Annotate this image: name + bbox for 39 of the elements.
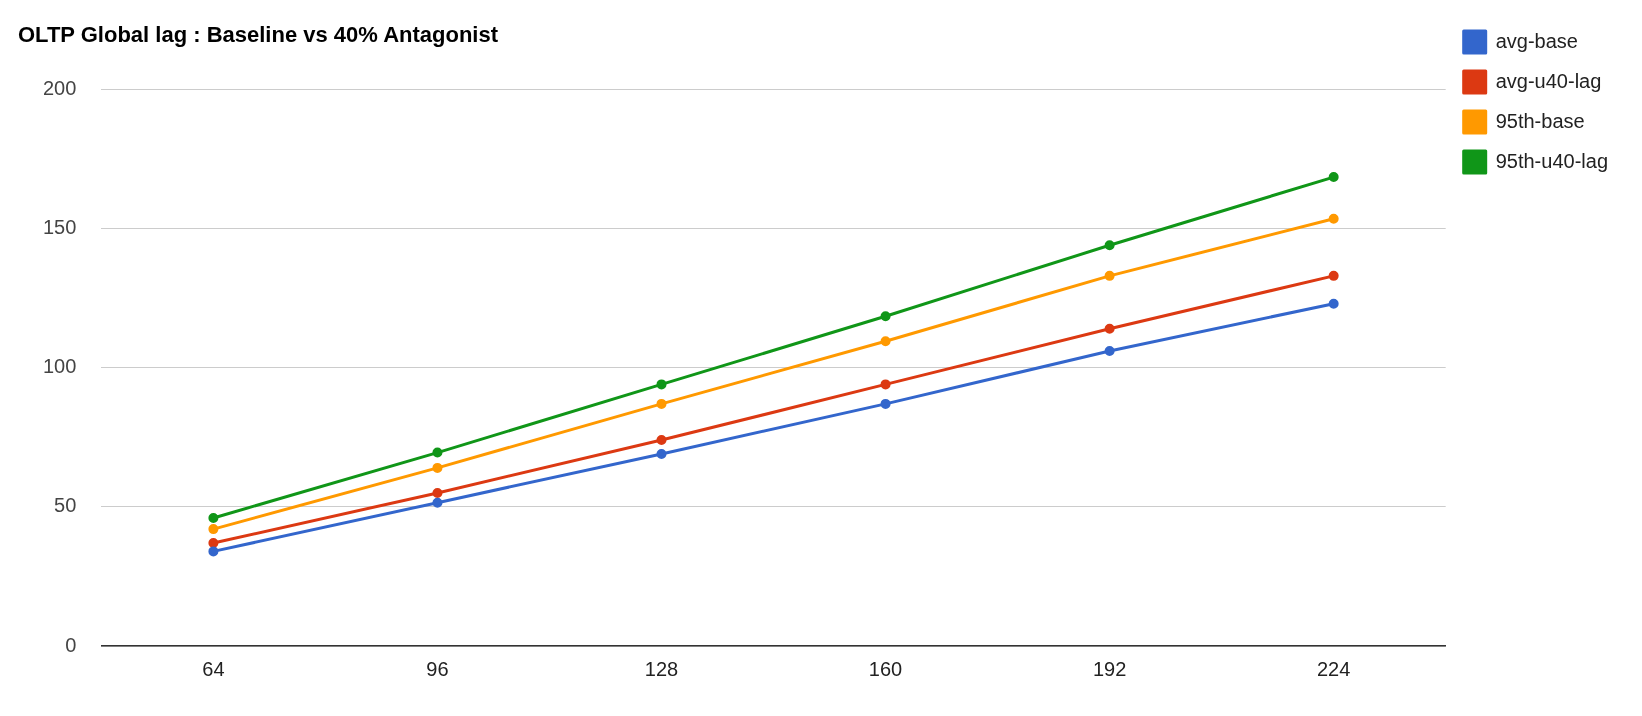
point — [1328, 213, 1339, 224]
point — [208, 524, 219, 535]
point — [656, 448, 667, 459]
point — [1104, 270, 1115, 281]
point — [656, 435, 667, 446]
point — [1328, 298, 1339, 309]
x-tick-label: 64 — [202, 657, 225, 680]
point — [432, 447, 443, 458]
x-tick-label: 192 — [1092, 657, 1127, 680]
x-tick-label: 224 — [1316, 657, 1351, 680]
point — [1328, 172, 1339, 183]
point — [880, 379, 891, 390]
x-tick-label: 128 — [644, 657, 679, 680]
point — [1328, 270, 1339, 281]
y-tick-label: 150 — [42, 216, 77, 239]
point — [208, 512, 219, 523]
y-tick-label: 200 — [42, 76, 77, 99]
legend-label: avg-base — [1495, 29, 1578, 52]
x-tick-label: 96 — [426, 657, 449, 680]
point — [432, 487, 443, 498]
point — [1104, 346, 1115, 356]
y-tick-label: 0 — [65, 633, 77, 656]
y-tick-label: 50 — [54, 494, 77, 517]
point — [880, 311, 891, 322]
point — [432, 497, 443, 508]
point — [880, 336, 891, 347]
x-tick-label: 160 — [868, 657, 903, 680]
point — [880, 398, 891, 409]
legend-label: avg-u40-lag — [1495, 69, 1602, 92]
point — [1104, 323, 1115, 334]
point — [1104, 240, 1115, 251]
point — [656, 379, 667, 390]
legend-label: 95th-base — [1495, 109, 1585, 132]
chart-title: OLTP Global lag : Baseline vs 40% Antagonist — [18, 22, 499, 48]
legend-label: 95th-u40-lag — [1495, 149, 1609, 172]
point — [656, 398, 667, 409]
point — [208, 546, 219, 557]
point — [432, 462, 443, 473]
y-tick-label: 100 — [42, 355, 77, 378]
